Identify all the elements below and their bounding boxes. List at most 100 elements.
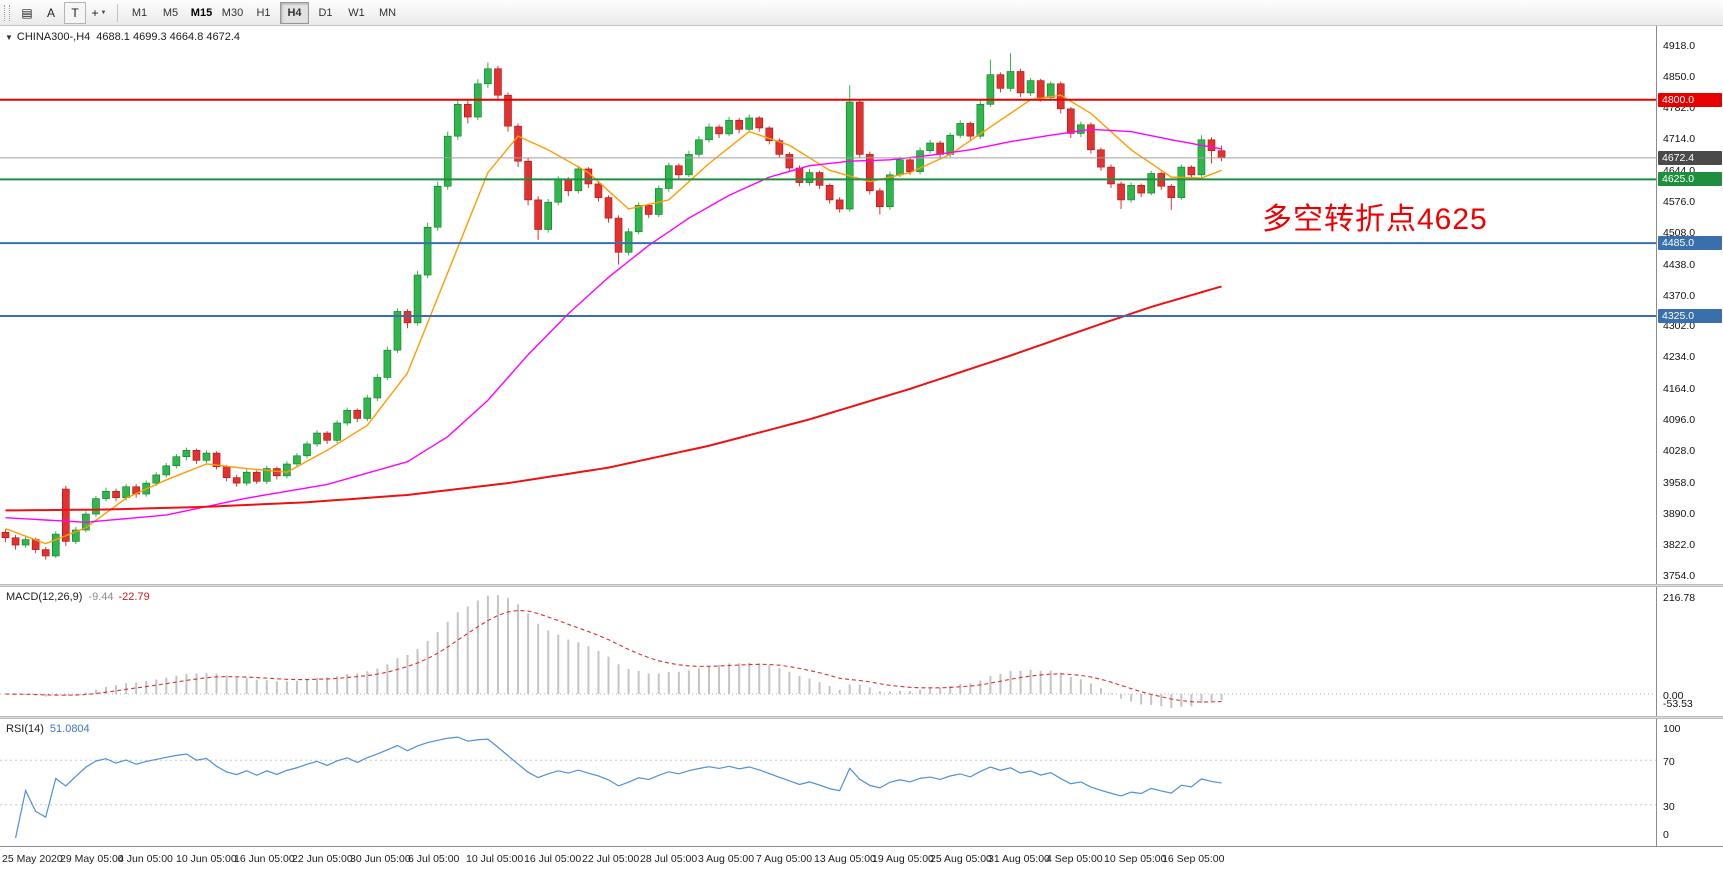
y-axis-label: 3890.0 xyxy=(1663,508,1696,521)
x-axis-label: 10 Jun 05:00 xyxy=(176,853,237,865)
rsi-axis-label: 0 xyxy=(1663,829,1669,841)
arrow-tool-button[interactable]: A xyxy=(40,2,62,24)
x-axis-label: 30 Jun 05:00 xyxy=(350,853,411,865)
panel-splitter[interactable] xyxy=(0,584,1723,587)
y-axis-label: 3958.0 xyxy=(1663,477,1696,490)
timeframe-mn-button[interactable]: MN xyxy=(378,6,397,19)
timeframe-group: M1 M5 M15 M30 H1 H4 D1 W1 MN xyxy=(124,1,403,24)
price-tag-4485.0: 4485.0 xyxy=(1658,236,1722,251)
y-axis-label: 4096.0 xyxy=(1663,414,1696,427)
y-axis-label: 4714.0 xyxy=(1663,132,1696,145)
x-axis-label: 10 Jul 05:00 xyxy=(466,853,524,865)
x-axis-label: 7 Aug 05:00 xyxy=(756,853,813,865)
macd-histogram xyxy=(14,595,1223,708)
y-axis-label: 4576.0 xyxy=(1663,195,1696,208)
candles-series xyxy=(1,53,1226,560)
macd-name: MACD(12,26,9) xyxy=(6,591,83,603)
x-axis-label: 25 Aug 05:00 xyxy=(930,853,992,865)
crosshair-tool-button[interactable]: + ▼ xyxy=(88,2,110,24)
x-axis-label: 16 Sep 05:00 xyxy=(1162,853,1225,865)
x-axis-label: 25 May 2020 xyxy=(2,853,63,865)
timeframe-h4-button[interactable]: H4 xyxy=(280,1,309,24)
x-axis-label: 6 Jul 05:00 xyxy=(408,853,460,865)
rsi-value: 51.0804 xyxy=(49,723,90,735)
macd-panel[interactable]: MACD(12,26,9) -9.44 -22.79 xyxy=(0,587,1656,716)
timeframe-m5-button[interactable]: M5 xyxy=(162,6,179,19)
timeframe-m30-button[interactable]: M30 xyxy=(221,6,244,19)
crosshair-tool-icon: + xyxy=(91,5,99,20)
rsi-panel[interactable]: RSI(14) 51.0804 xyxy=(0,719,1656,846)
y-axis-label: 4850.0 xyxy=(1663,70,1696,83)
macd-label-line: MACD(12,26,9) -9.44 -22.79 xyxy=(6,591,150,603)
macd-axis[interactable]: 216.78 0.00 -53.53 xyxy=(1656,587,1723,716)
macd-main-value: -9.44 xyxy=(88,591,114,603)
x-axis-label: 13 Aug 05:00 xyxy=(814,853,876,865)
toolbar-drag-handle[interactable] xyxy=(4,4,10,21)
x-axis-label: 16 Jun 05:00 xyxy=(234,853,295,865)
dropdown-caret-icon: ▼ xyxy=(100,9,107,16)
rsi-axis-label: 100 xyxy=(1663,723,1681,735)
y-axis-label: 4164.0 xyxy=(1663,383,1696,396)
rsi-name: RSI(14) xyxy=(6,723,44,735)
rsi-axis-label: 30 xyxy=(1663,800,1675,813)
ma-fast-orange-line xyxy=(5,94,1222,545)
x-axis-label: 22 Jun 05:00 xyxy=(292,853,353,865)
price-axis[interactable]: 4918.0 4850.0 4782.0 4714.0 4644.0 4576.0 4508… xyxy=(1656,26,1723,584)
x-axis-label: 31 Aug 05:00 xyxy=(988,853,1050,865)
arrow-tool-icon: A xyxy=(46,5,55,20)
rsi-line xyxy=(14,736,1222,839)
y-axis-label: 4508.0 xyxy=(1663,226,1696,239)
price-chart-panel[interactable]: ▼ CHINA300-,H4 4688.1 4699.3 4664.8 4672.4… xyxy=(0,26,1656,584)
x-axis-label: 29 May 05:00 xyxy=(60,853,124,865)
rsi-chart[interactable] xyxy=(0,719,1656,846)
text-tool-icon: T xyxy=(71,5,79,20)
objects-list-button[interactable]: ▤ xyxy=(16,2,38,24)
y-axis-label: 4028.0 xyxy=(1663,445,1696,458)
toolbar-separator xyxy=(117,3,118,22)
y-axis-label: 4918.0 xyxy=(1663,40,1696,52)
date-axis[interactable]: 25 May 2020 29 May 05:00 4 Jun 05:00 10 Jun… xyxy=(0,846,1723,891)
y-axis-label: 3754.0 xyxy=(1663,570,1696,582)
y-axis-label: 4302.0 xyxy=(1663,320,1696,333)
price-tag-4625.0: 4625.0 xyxy=(1658,172,1722,187)
text-tool-button[interactable]: T xyxy=(64,1,86,24)
x-axis-label: 4 Sep 05:00 xyxy=(1046,853,1103,865)
x-axis-label: 4 Jun 05:00 xyxy=(118,853,173,865)
price-tag-4325.0: 4325.0 xyxy=(1658,309,1722,323)
macd-axis-label: -53.53 xyxy=(1663,698,1693,710)
symbol-ohlc-line: ▼ CHINA300-,H4 4688.1 4699.3 4664.8 4672.4 xyxy=(5,31,240,43)
timeframe-h1-button[interactable]: H1 xyxy=(256,6,271,19)
rsi-label-line: RSI(14) 51.0804 xyxy=(6,723,90,735)
symbol-dropdown-icon[interactable]: ▼ xyxy=(5,33,13,42)
timeframe-d1-button[interactable]: D1 xyxy=(318,6,333,19)
price-tag-4800.0: 4800.0 xyxy=(1658,92,1722,107)
x-axis-label: 19 Aug 05:00 xyxy=(872,853,934,865)
candlestick-chart[interactable] xyxy=(0,26,1656,584)
timeframe-w1-button[interactable]: W1 xyxy=(348,6,365,19)
timeframe-m15-button[interactable]: M15 xyxy=(190,6,213,19)
macd-chart[interactable] xyxy=(0,587,1656,716)
x-axis-label: 3 Aug 05:00 xyxy=(698,853,755,865)
rsi-axis[interactable]: 100 70 30 0 xyxy=(1656,719,1723,846)
objects-list-icon: ▤ xyxy=(21,5,33,20)
top-toolbar: ▤ A T + ▼ M1 M5 M15 M30 H1 H4 D1 W1 MN xyxy=(0,0,1723,26)
y-axis-label: 4234.0 xyxy=(1663,351,1696,364)
macd-axis-label: 0.00 xyxy=(1663,690,1684,703)
annotation-text[interactable]: 多空转折点4625 xyxy=(1262,203,1488,236)
ma-slow-red-line xyxy=(5,285,1222,512)
macd-signal-line xyxy=(5,609,1222,703)
ma-mid-magenta-line xyxy=(5,128,1222,523)
price-tag-4672.4: 4672.4 xyxy=(1658,150,1722,165)
y-axis-label: 4370.0 xyxy=(1663,289,1696,302)
ohlc-values: 4688.1 4699.3 4664.8 4672.4 xyxy=(96,31,241,43)
rsi-axis-label: 70 xyxy=(1663,756,1675,769)
tool-group: ▤ A T + ▼ xyxy=(15,1,111,24)
timeframe-m1-button[interactable]: M1 xyxy=(131,6,148,19)
y-axis-label: 4438.0 xyxy=(1663,258,1696,271)
macd-signal-value: -22.79 xyxy=(118,591,150,603)
panel-splitter[interactable] xyxy=(0,716,1723,719)
x-axis-label: 28 Jul 05:00 xyxy=(640,853,698,865)
symbol-title: CHINA300-,H4 xyxy=(16,31,91,43)
macd-axis-label: 216.78 xyxy=(1663,592,1696,605)
x-axis-label: 16 Jul 05:00 xyxy=(524,853,582,865)
